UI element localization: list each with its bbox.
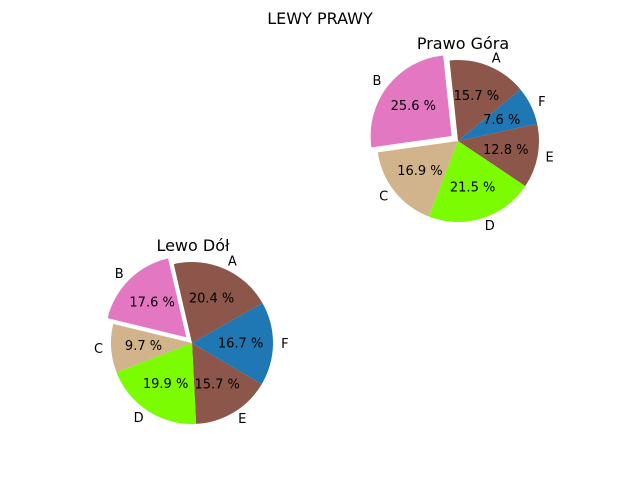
pie-slice-prawo-gora-c — [377, 141, 458, 217]
slice-percent-prawo-gora-f: 7.6 % — [483, 113, 520, 128]
slice-label-lewo-dol-d: D — [134, 411, 144, 426]
slice-label-prawo-gora-b: B — [372, 74, 381, 89]
slice-percent-lewo-dol-d: 19.9 % — [143, 377, 188, 392]
figure-suptitle: LEWY PRAWY — [267, 9, 373, 28]
slice-label-lewo-dol-e: E — [238, 412, 246, 427]
pie-slice-prawo-gora-a — [449, 59, 521, 141]
slice-label-lewo-dol-b: B — [115, 267, 124, 282]
slice-label-prawo-gora-c: C — [379, 189, 388, 204]
chart-title-lewo-dol: Lewo Dół — [156, 236, 230, 255]
pie-slice-lewo-dol-a — [173, 262, 263, 343]
chart-title-prawo-gora: Prawo Góra — [417, 34, 509, 53]
slice-label-lewo-dol-c: C — [94, 342, 103, 357]
slice-percent-prawo-gora-a: 15.7 % — [454, 89, 499, 104]
pie-slice-lewo-dol-e — [192, 343, 262, 424]
pie-chart-prawo-gora: A 15.7 % F 7.6 % E 12.8 % D 21.5 % C 16.9 % B 25.6 … — [370, 34, 554, 234]
pie-slice-lewo-dol-b — [107, 258, 187, 338]
slice-percent-prawo-gora-e: 12.8 % — [483, 143, 528, 158]
slice-label-prawo-gora-d: D — [485, 219, 495, 234]
slice-label-prawo-gora-a: A — [492, 52, 501, 67]
slice-label-lewo-dol-a: A — [228, 254, 237, 269]
slice-percent-lewo-dol-c: 9.7 % — [125, 339, 162, 354]
slice-percent-prawo-gora-d: 21.5 % — [450, 180, 495, 195]
pie-slice-prawo-gora-e — [458, 123, 539, 187]
pie-chart-lewo-dol: A 20.4 % F 16.7 % E 15.7 % D 19.9 % C 9.7 % B 17.6 … — [94, 236, 289, 427]
pie-slice-lewo-dol-f — [192, 303, 273, 385]
pie-slice-lewo-dol-c — [111, 323, 192, 373]
pie-slice-prawo-gora-f — [458, 89, 538, 141]
slice-percent-prawo-gora-b: 25.6 % — [391, 99, 436, 114]
pie-slice-lewo-dol-d — [116, 343, 197, 424]
slice-percent-lewo-dol-a: 20.4 % — [189, 292, 234, 307]
slice-percent-lewo-dol-e: 15.7 % — [194, 378, 239, 393]
slice-label-lewo-dol-f: F — [281, 337, 288, 352]
slice-percent-lewo-dol-b: 17.6 % — [129, 296, 174, 311]
pie-slice-prawo-gora-d — [428, 141, 526, 223]
slice-label-prawo-gora-f: F — [538, 95, 545, 110]
pie-slice-prawo-gora-b — [370, 55, 452, 148]
slice-percent-lewo-dol-f: 16.7 % — [218, 336, 263, 351]
slice-percent-prawo-gora-c: 16.9 % — [397, 164, 442, 179]
slice-label-prawo-gora-e: E — [546, 151, 554, 166]
